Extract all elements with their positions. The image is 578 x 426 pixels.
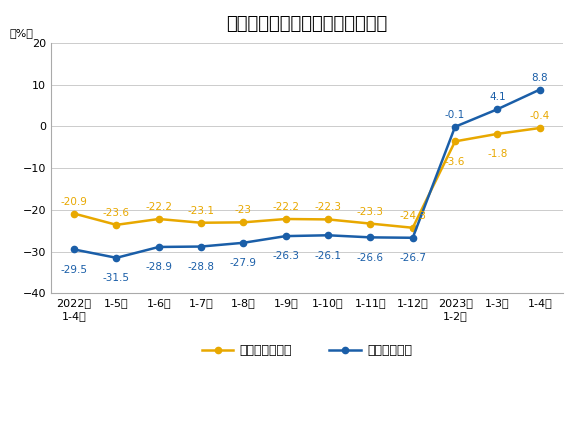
商品房销售额 <box>325 233 332 238</box>
Text: -22.2: -22.2 <box>272 202 299 212</box>
商品房销售额 <box>282 233 289 239</box>
商品房销售额 <box>198 244 205 249</box>
Text: -29.5: -29.5 <box>61 265 88 275</box>
商品房销售额 <box>240 240 247 245</box>
商品房销售额 <box>451 124 458 130</box>
Text: -3.6: -3.6 <box>445 157 465 167</box>
Text: （%）: （%） <box>10 28 34 38</box>
Text: -28.9: -28.9 <box>145 262 172 272</box>
Text: -23.6: -23.6 <box>103 208 130 218</box>
商品房销售面积 <box>282 216 289 222</box>
Text: 4.1: 4.1 <box>489 92 506 102</box>
Text: 8.8: 8.8 <box>531 73 548 83</box>
Text: -31.5: -31.5 <box>103 273 130 283</box>
商品房销售面积 <box>409 225 416 230</box>
Text: -1.8: -1.8 <box>487 149 507 159</box>
Text: -26.6: -26.6 <box>357 253 384 263</box>
Text: -27.9: -27.9 <box>230 258 257 268</box>
商品房销售面积 <box>155 216 162 222</box>
Text: -26.3: -26.3 <box>272 251 299 262</box>
商品房销售面积 <box>494 131 501 136</box>
商品房销售面积 <box>367 221 374 226</box>
Text: -24.3: -24.3 <box>399 211 426 221</box>
商品房销售额 <box>494 106 501 112</box>
商品房销售额 <box>367 235 374 240</box>
商品房销售面积 <box>536 126 543 131</box>
Text: -22.2: -22.2 <box>145 202 172 212</box>
Text: -0.4: -0.4 <box>529 111 550 121</box>
Text: -23.3: -23.3 <box>357 207 384 217</box>
商品房销售额 <box>71 247 77 252</box>
Line: 商品房销售额: 商品房销售额 <box>71 86 543 261</box>
商品房销售额 <box>113 255 120 260</box>
Text: -23: -23 <box>235 205 252 216</box>
商品房销售面积 <box>325 217 332 222</box>
Text: -28.8: -28.8 <box>188 262 214 272</box>
商品房销售面积 <box>240 220 247 225</box>
商品房销售面积 <box>71 211 77 216</box>
Text: -23.1: -23.1 <box>188 206 214 216</box>
Text: -26.7: -26.7 <box>399 253 426 263</box>
Text: -22.3: -22.3 <box>314 202 342 213</box>
商品房销售额 <box>536 87 543 92</box>
Title: 全国商品房销售面积及销售额增速: 全国商品房销售面积及销售额增速 <box>227 15 387 33</box>
Line: 商品房销售面积: 商品房销售面积 <box>71 125 543 231</box>
商品房销售面积 <box>113 222 120 227</box>
Legend: 商品房销售面积, 商品房销售额: 商品房销售面积, 商品房销售额 <box>197 339 417 362</box>
Text: -0.1: -0.1 <box>445 110 465 120</box>
Text: -20.9: -20.9 <box>61 197 87 207</box>
Text: -26.1: -26.1 <box>314 250 342 261</box>
商品房销售面积 <box>451 139 458 144</box>
商品房销售面积 <box>198 220 205 225</box>
商品房销售额 <box>409 235 416 240</box>
商品房销售额 <box>155 245 162 250</box>
